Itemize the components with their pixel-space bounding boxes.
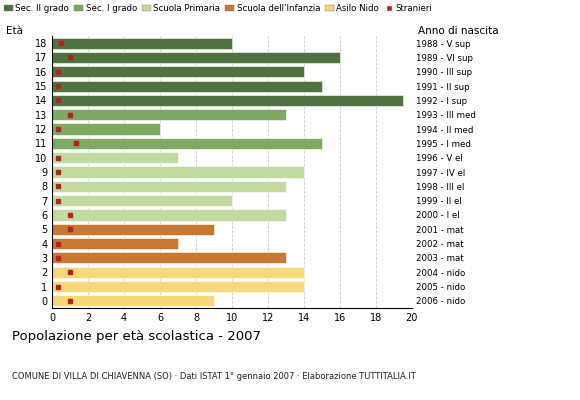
Text: Anno di nascita: Anno di nascita	[418, 26, 498, 36]
Bar	[52, 281, 304, 292]
Bar	[52, 124, 160, 135]
Text: COMUNE DI VILLA DI CHIAVENNA (SO) · Dati ISTAT 1° gennaio 2007 · Elaborazione TU: COMUNE DI VILLA DI CHIAVENNA (SO) · Dati…	[12, 372, 415, 381]
Bar	[52, 166, 304, 178]
Bar	[52, 152, 178, 163]
Legend: Sec. II grado, Sec. I grado, Scuola Primaria, Scuola dell'Infanzia, Asilo Nido, : Sec. II grado, Sec. I grado, Scuola Prim…	[4, 4, 432, 13]
Bar	[52, 267, 304, 278]
Bar	[52, 66, 304, 77]
Bar	[52, 80, 322, 92]
Text: Età: Età	[6, 26, 23, 36]
Bar	[52, 252, 286, 264]
Bar	[52, 138, 322, 149]
Bar	[52, 209, 286, 220]
Bar	[52, 52, 340, 63]
Bar	[52, 38, 232, 49]
Bar	[52, 195, 232, 206]
Bar	[52, 109, 286, 120]
Text: Popolazione per età scolastica - 2007: Popolazione per età scolastica - 2007	[12, 330, 260, 343]
Bar	[52, 224, 214, 235]
Bar	[52, 295, 214, 306]
Bar	[52, 238, 178, 249]
Bar	[52, 95, 403, 106]
Bar	[52, 181, 286, 192]
